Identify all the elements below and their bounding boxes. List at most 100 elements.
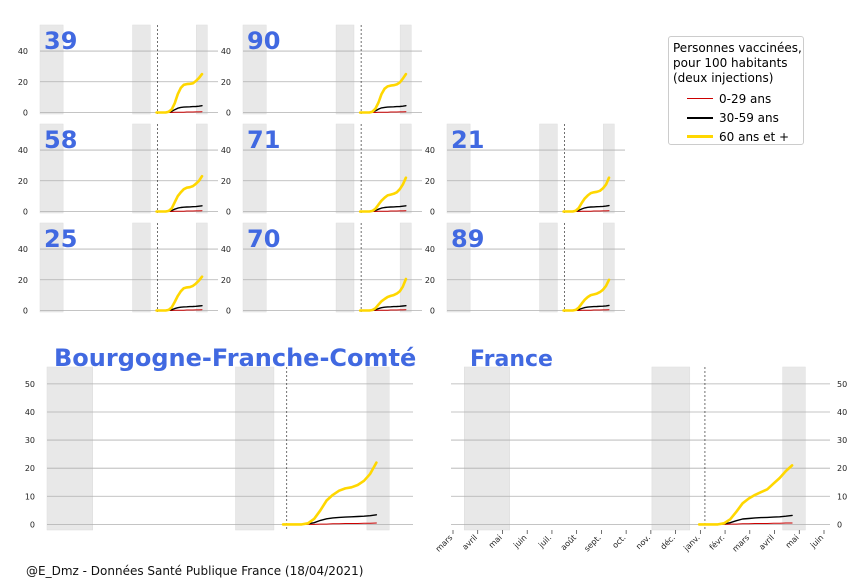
shaded-period	[335, 222, 355, 313]
x-tick-label: juin	[808, 533, 825, 550]
y-tick-label: 40	[18, 245, 28, 254]
y-tick-label: 20	[837, 464, 847, 473]
series-line-60plus	[155, 275, 204, 312]
y-tick-label: 40	[25, 408, 35, 417]
y-tick-label: 0	[430, 207, 435, 216]
x-tick-label: mai	[487, 533, 504, 550]
x-tick-label: mai	[784, 533, 801, 550]
shaded-period	[539, 123, 558, 214]
y-tick-label: 20	[18, 276, 28, 285]
y-tick-label: 20	[18, 78, 28, 87]
y-tick-label: 10	[25, 492, 35, 501]
panel-title: 21	[451, 126, 484, 154]
shaded-period	[399, 24, 412, 115]
y-tick-label: 40	[425, 146, 435, 155]
shaded-period	[782, 366, 806, 531]
series-line-60plus	[358, 277, 408, 312]
shaded-period	[399, 222, 412, 313]
shaded-period	[464, 366, 510, 531]
x-tick-label: févr.	[707, 532, 727, 552]
shaded-period	[335, 24, 355, 115]
shaded-period	[366, 366, 390, 531]
series-line-60plus	[155, 72, 204, 114]
panel-title: 25	[44, 225, 77, 253]
x-tick-label: oct.	[611, 533, 628, 550]
shaded-period	[335, 123, 355, 214]
x-tick-label: avril	[757, 533, 776, 552]
shaded-period	[196, 123, 208, 214]
y-tick-label: 10	[837, 492, 847, 501]
x-tick-label: mars	[434, 533, 455, 554]
series-line-60plus	[697, 464, 794, 526]
legend-item: 30-59 ans	[673, 108, 803, 127]
x-tick-label: janv.	[681, 533, 701, 553]
x-tick-label: avril	[460, 533, 479, 552]
series-line-60plus	[358, 176, 408, 213]
y-tick-label: 40	[18, 47, 28, 56]
shaded-period	[399, 123, 412, 214]
legend-swatch-60plus	[687, 135, 713, 138]
y-tick-label: 30	[837, 436, 847, 445]
legend: Personnes vaccinées, pour 100 habitants …	[668, 36, 804, 145]
shaded-period	[651, 366, 691, 531]
y-tick-label: 0	[23, 108, 28, 117]
shaded-period	[196, 24, 208, 115]
legend-item: 60 ans et +	[673, 127, 803, 146]
series-line-60plus	[358, 72, 408, 114]
x-tick-label: juin	[511, 533, 528, 550]
shaded-period	[46, 366, 93, 531]
legend-label-60plus: 60 ans et +	[719, 129, 790, 144]
shaded-period	[446, 123, 471, 214]
y-tick-label: 20	[25, 464, 35, 473]
legend-label-30-59: 30-59 ans	[719, 110, 779, 125]
y-tick-label: 20	[221, 78, 231, 87]
legend-label-0-29: 0-29 ans	[719, 91, 772, 106]
y-tick-label: 0	[30, 520, 35, 529]
y-tick-label: 40	[837, 408, 847, 417]
y-tick-label: 40	[221, 146, 231, 155]
panel-title: Bourgogne-Franche-Comté	[54, 344, 416, 372]
panel-title: 89	[451, 225, 484, 253]
shaded-period	[603, 123, 615, 214]
shaded-period	[242, 123, 267, 214]
legend-item: 0-29 ans	[673, 89, 803, 108]
series-line-60plus	[562, 278, 611, 312]
y-tick-label: 0	[23, 306, 28, 315]
shaded-period	[539, 222, 558, 313]
x-tick-label: juil.	[536, 533, 553, 550]
x-tick-label: mars	[731, 533, 752, 554]
panel-title: 70	[247, 225, 280, 253]
credit-text: @E_Dmz - Données Santé Publique France (…	[26, 564, 364, 578]
y-tick-label: 20	[221, 276, 231, 285]
y-tick-label: 20	[425, 276, 435, 285]
series-line-60plus	[281, 461, 378, 526]
shaded-period	[132, 222, 151, 313]
y-tick-label: 0	[226, 108, 231, 117]
shaded-period	[39, 222, 64, 313]
shaded-period	[39, 24, 64, 115]
shaded-period	[132, 123, 151, 214]
y-tick-label: 40	[18, 146, 28, 155]
y-tick-label: 30	[25, 436, 35, 445]
series-line-60plus	[155, 174, 204, 213]
legend-swatch-30-59	[687, 116, 713, 119]
panel-title: 71	[247, 126, 280, 154]
shaded-period	[242, 222, 267, 313]
y-tick-label: 0	[226, 306, 231, 315]
y-tick-label: 20	[221, 177, 231, 186]
shaded-period	[235, 366, 275, 531]
y-tick-label: 20	[425, 177, 435, 186]
y-tick-label: 0	[430, 306, 435, 315]
shaded-period	[132, 24, 151, 115]
y-tick-label: 0	[837, 520, 842, 529]
series-line-60plus	[562, 176, 611, 213]
x-tick-label: sept.	[582, 533, 602, 553]
y-tick-label: 50	[25, 380, 35, 389]
y-tick-label: 40	[425, 245, 435, 254]
panel-title: 58	[44, 126, 77, 154]
shaded-period	[446, 222, 471, 313]
shaded-period	[603, 222, 615, 313]
panel-title: 90	[247, 27, 280, 55]
x-tick-label: août	[559, 533, 578, 552]
